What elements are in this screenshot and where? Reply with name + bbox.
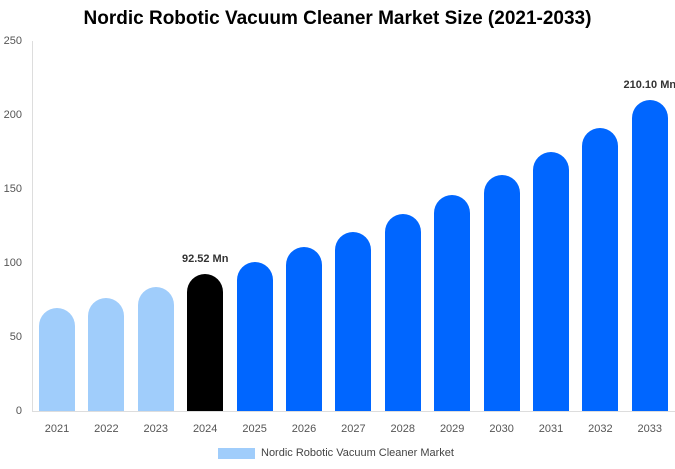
x-tick-label: 2029 <box>439 423 465 435</box>
x-axis-line <box>32 411 675 412</box>
x-tick-label: 2025 <box>242 423 267 435</box>
legend-swatch <box>218 447 255 459</box>
x-tick-label: 2026 <box>291 423 317 435</box>
bar-2026[interactable] <box>286 247 322 411</box>
bar-2023[interactable] <box>137 286 174 411</box>
x-tick-label: 2033 <box>637 423 663 435</box>
bar-2028[interactable] <box>384 214 421 411</box>
bar-2033[interactable] <box>631 100 668 411</box>
x-tick-label: 2030 <box>489 423 514 435</box>
bar-2024[interactable] <box>187 274 224 411</box>
bar-2025[interactable] <box>236 261 273 411</box>
legend[interactable]: Nordic Robotic Vacuum Cleaner Market <box>218 447 454 459</box>
x-tick-label: 2031 <box>538 423 564 435</box>
legend-label: Nordic Robotic Vacuum Cleaner Market <box>261 447 454 459</box>
bar-2030[interactable] <box>483 174 520 411</box>
x-tick-label: 2024 <box>192 423 218 435</box>
y-tick-label: 250 <box>3 35 22 47</box>
x-tick-label: 2027 <box>341 423 366 435</box>
x-tick-label: 2028 <box>390 423 416 435</box>
x-tick-label: 2023 <box>143 423 169 435</box>
bar-2027[interactable] <box>335 232 372 411</box>
data-label: 210.10 Mn <box>623 79 675 92</box>
y-tick-label: 100 <box>3 257 22 269</box>
bar-2022[interactable] <box>88 297 125 411</box>
y-tick-label: 150 <box>3 183 22 195</box>
x-tick-label: 2032 <box>588 423 613 435</box>
x-tick-label: 2022 <box>94 423 119 435</box>
bar-2032[interactable] <box>582 128 619 411</box>
y-tick-label: 200 <box>3 109 22 121</box>
x-tick-label: 2021 <box>44 423 70 435</box>
bar-2029[interactable] <box>434 195 471 411</box>
y-tick-label: 0 <box>15 405 22 417</box>
bar-2031[interactable] <box>533 152 569 411</box>
chart-title: Nordic Robotic Vacuum Cleaner Market Siz… <box>83 8 592 29</box>
y-tick-label: 50 <box>9 331 22 343</box>
bar-2021[interactable] <box>39 307 75 411</box>
y-axis-line <box>32 41 33 412</box>
data-label: 92.52 Mn <box>181 253 229 266</box>
